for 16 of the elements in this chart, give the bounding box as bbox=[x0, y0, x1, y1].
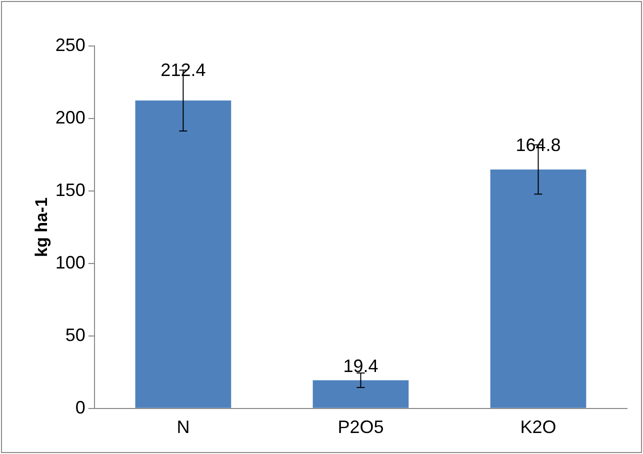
x-tick-label: N bbox=[176, 417, 190, 438]
y-tick-label: 250 bbox=[55, 34, 86, 55]
y-tick-label: 150 bbox=[55, 180, 86, 200]
data-label: 212.4 bbox=[160, 60, 206, 80]
y-tick-label: 200 bbox=[55, 107, 86, 128]
y-tick-label: 50 bbox=[65, 324, 86, 345]
data-label: 19.4 bbox=[343, 356, 378, 376]
bar bbox=[135, 100, 232, 408]
data-label: 164.8 bbox=[516, 134, 561, 155]
bar bbox=[312, 380, 409, 408]
y-axis-title: kg ha-1 bbox=[32, 197, 51, 257]
x-tick-label: K2O bbox=[520, 417, 556, 438]
y-tick-label: 100 bbox=[55, 252, 86, 272]
y-tick-label: 0 bbox=[75, 397, 86, 418]
bar bbox=[490, 170, 586, 408]
x-tick-label: P2O5 bbox=[338, 417, 384, 438]
